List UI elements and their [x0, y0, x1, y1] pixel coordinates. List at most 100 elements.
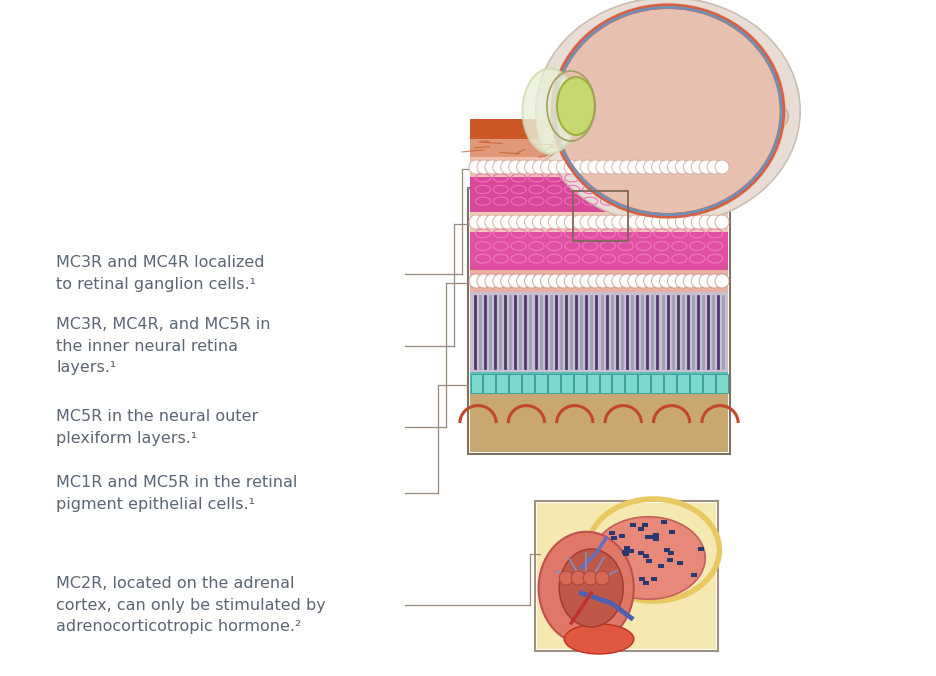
Circle shape	[636, 215, 650, 229]
Bar	[468, 188, 730, 454]
Bar	[471, 374, 482, 393]
Circle shape	[533, 160, 547, 174]
Circle shape	[628, 215, 642, 229]
Circle shape	[715, 215, 729, 229]
Bar	[620, 533, 625, 537]
Circle shape	[604, 274, 618, 288]
Circle shape	[660, 215, 674, 229]
Circle shape	[644, 160, 658, 174]
Circle shape	[548, 215, 563, 229]
Circle shape	[676, 274, 689, 288]
Circle shape	[485, 215, 499, 229]
Circle shape	[556, 274, 570, 288]
Circle shape	[699, 274, 713, 288]
Circle shape	[667, 160, 681, 174]
Circle shape	[556, 215, 570, 229]
Circle shape	[501, 215, 515, 229]
Circle shape	[524, 215, 538, 229]
Bar	[698, 547, 704, 551]
Text: MC3R and MC4R localized
to retinal ganglion cells.¹: MC3R and MC4R localized to retinal gangl…	[56, 256, 265, 292]
Circle shape	[517, 274, 531, 288]
Circle shape	[676, 160, 689, 174]
Circle shape	[612, 274, 626, 288]
Bar	[645, 535, 651, 539]
Circle shape	[707, 160, 721, 174]
Circle shape	[612, 215, 626, 229]
Circle shape	[540, 160, 554, 174]
Circle shape	[620, 274, 634, 288]
Circle shape	[501, 274, 515, 288]
Circle shape	[667, 215, 681, 229]
Circle shape	[676, 215, 689, 229]
Circle shape	[691, 160, 705, 174]
Bar	[661, 521, 666, 524]
Bar	[690, 374, 702, 393]
Circle shape	[492, 274, 506, 288]
Circle shape	[595, 571, 609, 585]
Bar	[638, 551, 644, 555]
Text: MC1R and MC5R in the retinal
pigment epithelial cells.¹: MC1R and MC5R in the retinal pigment epi…	[56, 475, 298, 512]
Ellipse shape	[535, 0, 800, 224]
Bar	[692, 573, 697, 577]
Bar	[716, 374, 727, 393]
Circle shape	[492, 215, 506, 229]
Bar	[646, 559, 652, 562]
Circle shape	[564, 215, 578, 229]
Circle shape	[572, 215, 586, 229]
Ellipse shape	[748, 101, 788, 131]
Circle shape	[683, 274, 697, 288]
Circle shape	[540, 274, 554, 288]
Circle shape	[651, 160, 665, 174]
Bar	[625, 374, 637, 393]
Circle shape	[644, 215, 658, 229]
Circle shape	[604, 215, 618, 229]
Circle shape	[501, 160, 515, 174]
Bar	[574, 374, 586, 393]
Circle shape	[580, 274, 594, 288]
Circle shape	[572, 160, 586, 174]
Circle shape	[683, 215, 697, 229]
Circle shape	[540, 215, 554, 229]
Bar	[630, 523, 636, 527]
Circle shape	[469, 215, 483, 229]
Ellipse shape	[522, 68, 578, 153]
Ellipse shape	[557, 77, 595, 135]
Bar	[637, 527, 644, 531]
Bar	[535, 374, 547, 393]
Circle shape	[583, 571, 597, 585]
Circle shape	[596, 274, 610, 288]
Bar	[666, 558, 672, 562]
Circle shape	[683, 160, 697, 174]
Bar	[470, 139, 728, 157]
Bar	[587, 374, 598, 393]
Circle shape	[628, 160, 642, 174]
Circle shape	[533, 274, 547, 288]
Circle shape	[699, 215, 713, 229]
Circle shape	[707, 274, 721, 288]
Ellipse shape	[538, 532, 634, 644]
Bar	[622, 552, 629, 556]
Bar	[483, 374, 495, 393]
Bar	[624, 546, 630, 550]
Bar	[622, 550, 628, 554]
Circle shape	[580, 160, 594, 174]
Ellipse shape	[564, 624, 634, 654]
Circle shape	[564, 274, 578, 288]
Bar	[522, 374, 534, 393]
Ellipse shape	[559, 549, 623, 627]
Circle shape	[508, 160, 522, 174]
Bar	[537, 503, 716, 649]
Circle shape	[636, 160, 650, 174]
Ellipse shape	[550, 3, 786, 219]
Circle shape	[612, 160, 626, 174]
Bar	[642, 581, 649, 585]
Circle shape	[699, 160, 713, 174]
Circle shape	[564, 160, 578, 174]
Bar	[470, 394, 728, 452]
Text: MC5R in the neural outer
plexiform layers.¹: MC5R in the neural outer plexiform layer…	[56, 409, 258, 445]
Bar	[470, 232, 728, 270]
Circle shape	[559, 571, 573, 585]
Circle shape	[691, 215, 705, 229]
Circle shape	[667, 274, 681, 288]
Circle shape	[477, 215, 490, 229]
